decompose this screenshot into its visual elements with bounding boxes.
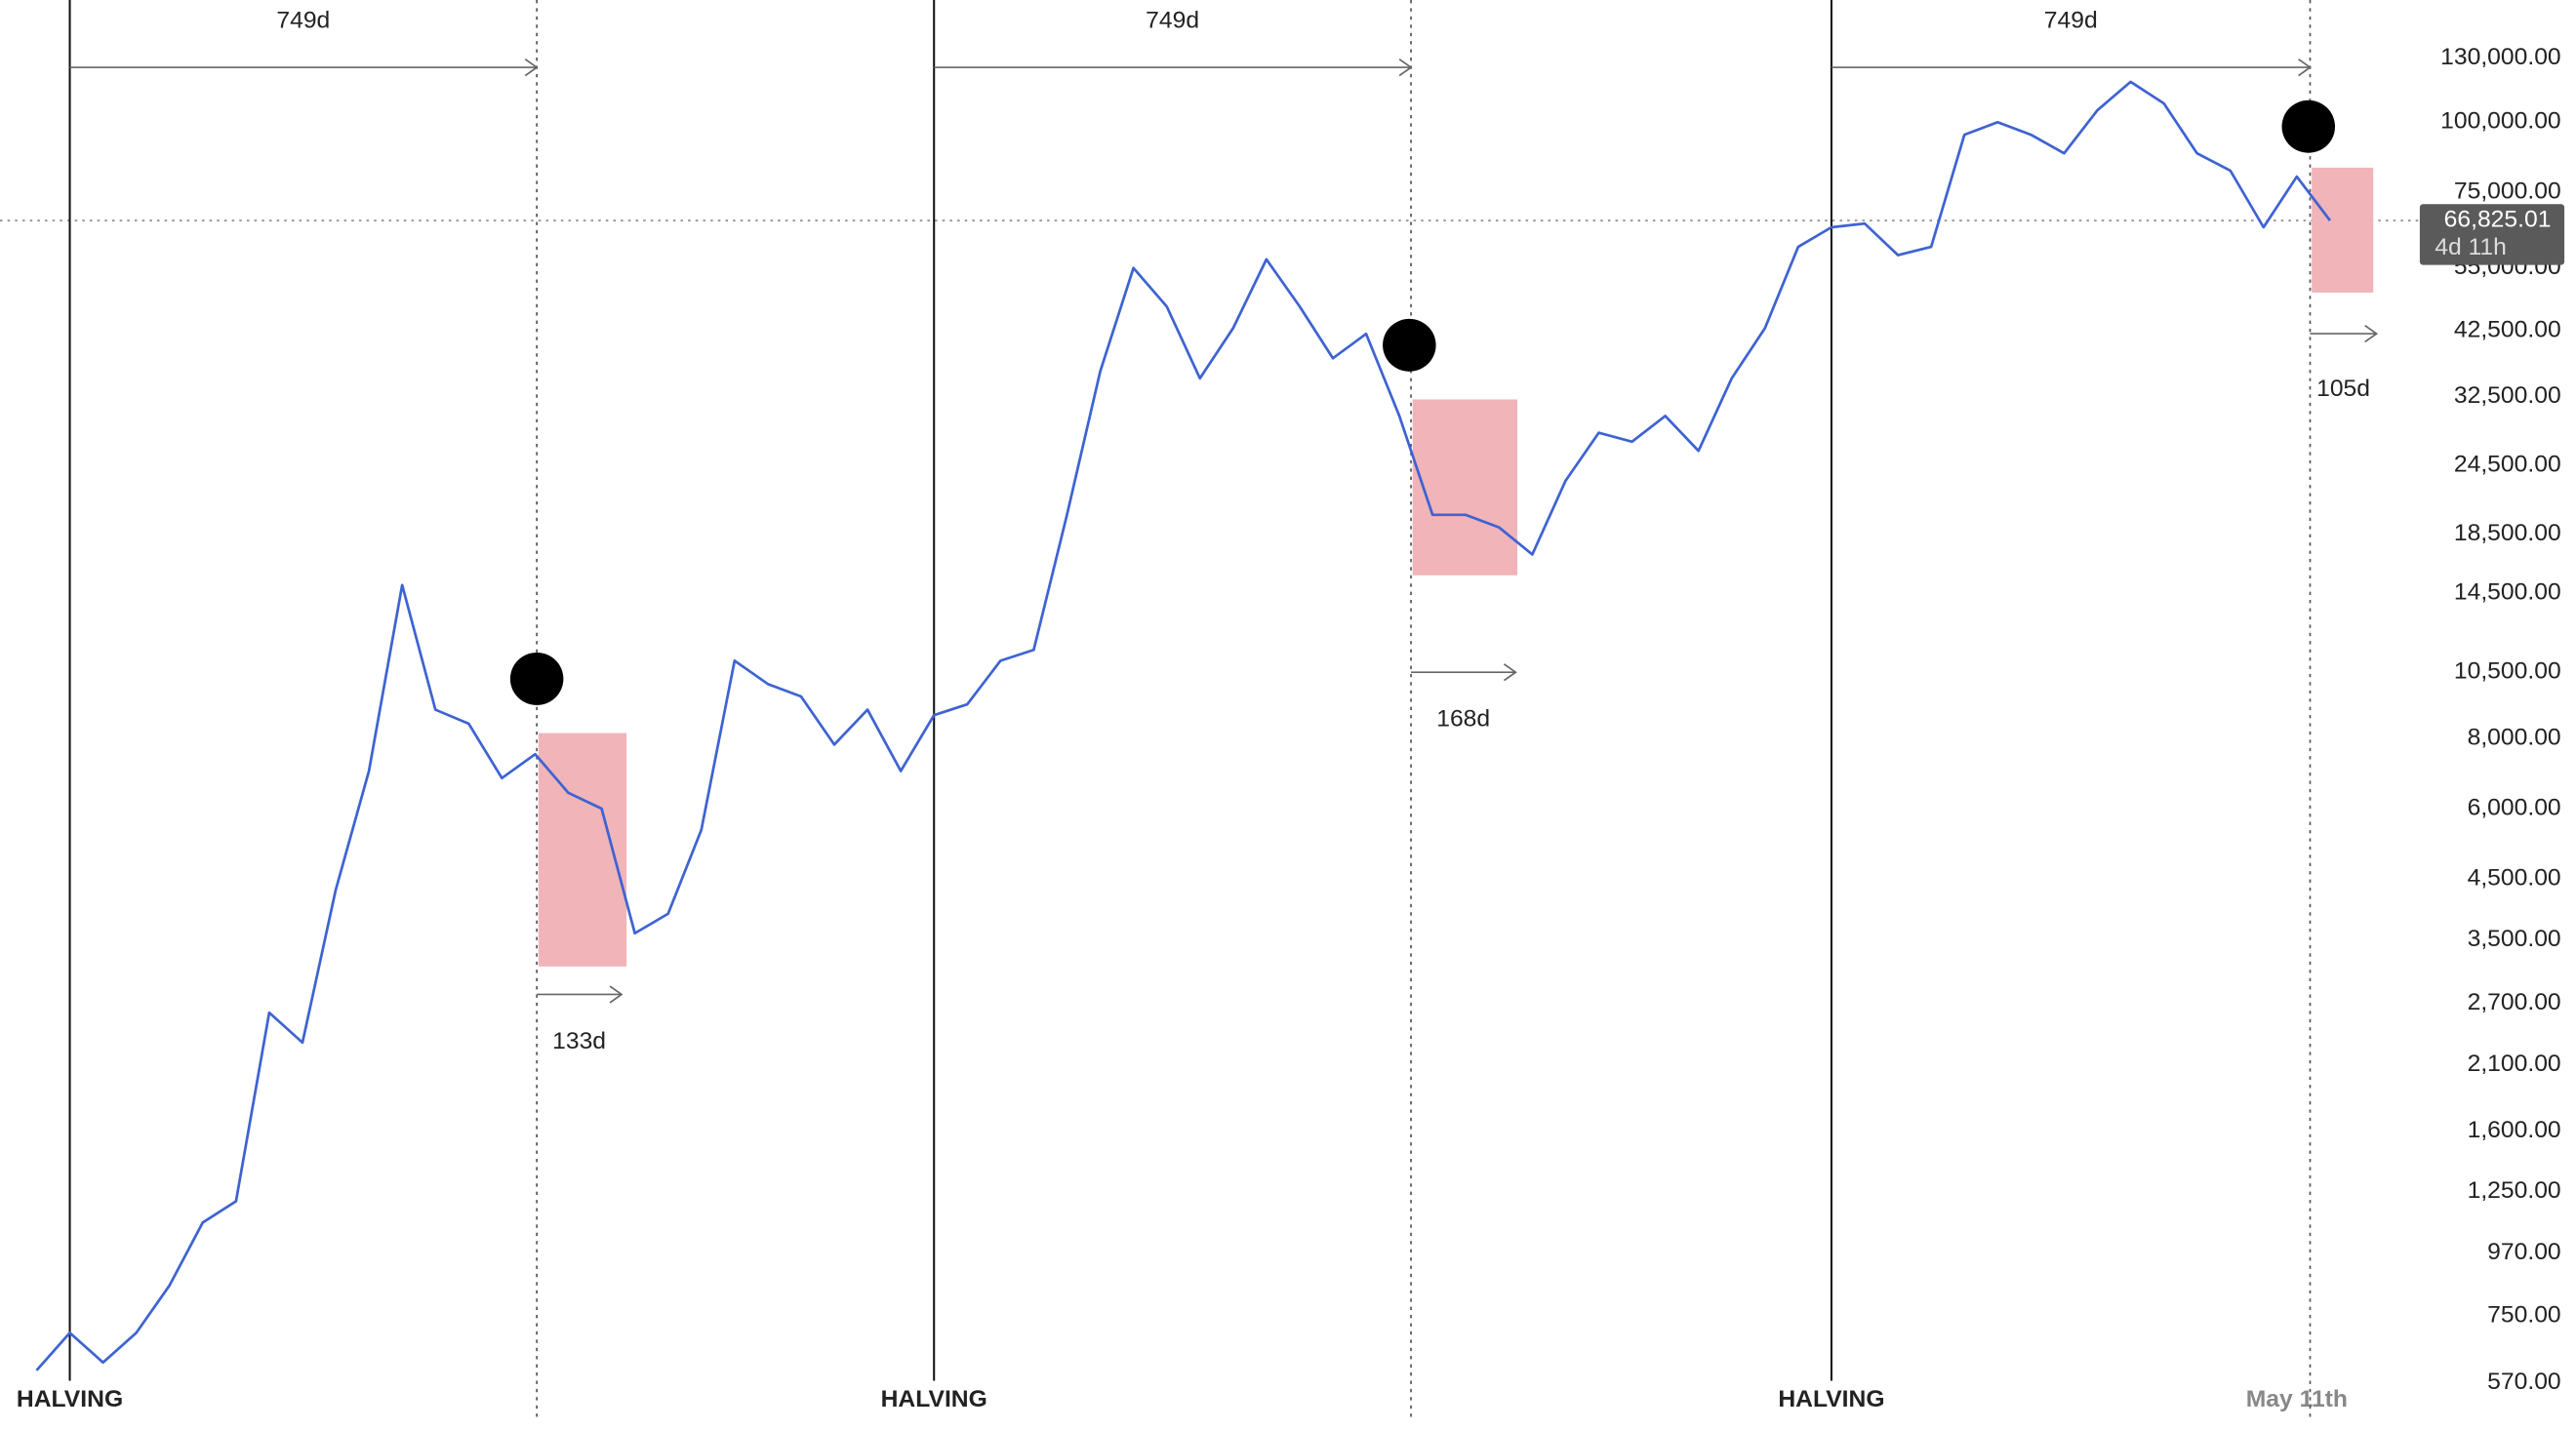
x-tick-label: HALVING <box>881 1386 987 1412</box>
y-tick-label: 4,500.00 <box>2468 864 2561 891</box>
x-tick-label: HALVING <box>1778 1386 1884 1412</box>
y-tick-label: 1,600.00 <box>2468 1117 2561 1143</box>
y-tick-label: 8,000.00 <box>2468 725 2561 751</box>
arrow-head <box>609 985 624 1004</box>
y-tick-label: 42,500.00 <box>2454 317 2561 343</box>
cycle-marker <box>509 652 564 705</box>
cycle-marker <box>1383 318 1436 372</box>
cycle-duration: 749d <box>2044 7 2098 33</box>
price-tag <box>2419 204 2565 265</box>
x-tick-label: HALVING <box>17 1386 123 1412</box>
drawdown-duration: 168d <box>1436 706 1490 733</box>
y-tick-label: 100,000.00 <box>2440 108 2561 135</box>
y-tick-label: 570.00 <box>2487 1369 2560 1395</box>
y-tick-label: 2,700.00 <box>2468 989 2561 1015</box>
last-price-label: 66,825.01 <box>2444 207 2552 233</box>
drawdown-box <box>1412 399 1518 576</box>
arrow-head <box>2298 58 2312 77</box>
y-tick-label: 130,000.00 <box>2440 44 2561 70</box>
y-tick-label: 2,100.00 <box>2468 1051 2561 1077</box>
y-tick-label: 75,000.00 <box>2454 179 2561 205</box>
x-tick-label: May 11th <box>2246 1386 2348 1412</box>
drawdown-duration: 133d <box>552 1028 606 1054</box>
drawdown-duration: 105d <box>2316 376 2370 402</box>
price-line <box>35 80 2332 1371</box>
countdown: 4d 11h <box>2435 234 2507 260</box>
y-tick-label: 14,500.00 <box>2454 579 2561 606</box>
y-tick-label: 24,500.00 <box>2454 452 2561 478</box>
y-tick-label: 18,500.00 <box>2454 520 2561 546</box>
drawdown-box <box>2312 167 2374 293</box>
arrow-head <box>2364 324 2379 343</box>
cycle-duration: 749d <box>276 7 330 33</box>
arrow-head <box>524 58 539 77</box>
y-tick-label: 750.00 <box>2487 1302 2560 1329</box>
cycle-duration: 749d <box>1146 7 1199 33</box>
arrow-head <box>1503 663 1517 682</box>
y-tick-label: 970.00 <box>2487 1239 2560 1265</box>
y-tick-label: 6,000.00 <box>2468 795 2561 821</box>
y-tick-label: 1,250.00 <box>2468 1177 2561 1204</box>
y-tick-label: 3,500.00 <box>2468 926 2561 952</box>
arrow-head <box>1398 58 1413 77</box>
y-tick-label: 32,500.00 <box>2454 382 2561 409</box>
y-tick-label: 10,500.00 <box>2454 658 2561 685</box>
cycle-marker <box>2281 99 2336 153</box>
